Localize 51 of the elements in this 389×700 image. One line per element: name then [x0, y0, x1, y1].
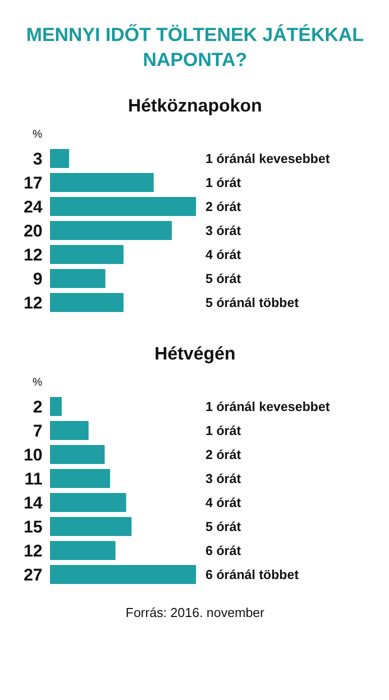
y-tick-label: 5 óránál többet [206, 295, 300, 310]
bar [50, 517, 132, 536]
data-label: 2 [33, 398, 43, 416]
text: % [32, 376, 42, 388]
data-label: 12 [24, 294, 43, 312]
data-label: 12 [24, 542, 43, 560]
bar [50, 293, 124, 312]
data-label: 10 [24, 446, 43, 464]
y-tick-label: 6 óránál többet [206, 567, 300, 582]
bar [50, 445, 105, 464]
data-label: 9 [33, 270, 43, 288]
bar [50, 173, 154, 192]
data-label: 11 [24, 470, 43, 488]
y-tick-label: 1 óránál kevesebbet [206, 399, 330, 414]
bar [50, 541, 116, 560]
text: Forrás: 2016. november [126, 605, 266, 620]
y-tick-label: 2 órát [206, 199, 242, 214]
data-label: 24 [24, 198, 44, 216]
data-label: 27 [24, 566, 43, 584]
data-label: 3 [33, 150, 43, 168]
y-tick-label: 3 órát [206, 471, 242, 486]
y-tick-label: 3 órát [206, 223, 242, 238]
y-tick-label: 5 órát [206, 271, 242, 286]
data-label: 12 [24, 246, 43, 264]
y-tick-label: 4 órát [206, 247, 242, 262]
y-tick-label: 1 órát [206, 423, 242, 438]
y-tick-label: 4 órát [206, 495, 242, 510]
bar [50, 221, 172, 240]
bar [50, 493, 126, 512]
bar [50, 245, 124, 264]
y-tick-label: 1 órát [206, 175, 242, 190]
bar [50, 565, 196, 584]
text: % [32, 128, 42, 140]
data-label: 17 [24, 174, 43, 192]
bar [50, 469, 110, 488]
chart-title: MENNYI IDŐT TÖLTENEK JÁTÉKKAL NAPONTA? [26, 24, 364, 71]
chart-subtitle: Hétköznapokon [128, 96, 262, 116]
y-tick-label: 2 órát [206, 447, 242, 462]
y-tick-label: 1 óránál kevesebbet [206, 151, 330, 166]
bar [50, 397, 62, 416]
chart-subtitle: Hétvégén [154, 344, 236, 364]
data-label: 20 [24, 222, 43, 240]
bar [50, 421, 89, 440]
data-label: 7 [33, 422, 43, 440]
y-tick-label: 6 órát [206, 543, 242, 558]
bar [50, 269, 106, 288]
data-label: 14 [24, 494, 44, 512]
bar [50, 197, 196, 216]
bar [50, 149, 70, 168]
data-label: 15 [24, 518, 43, 536]
y-tick-label: 5 órát [206, 519, 242, 534]
